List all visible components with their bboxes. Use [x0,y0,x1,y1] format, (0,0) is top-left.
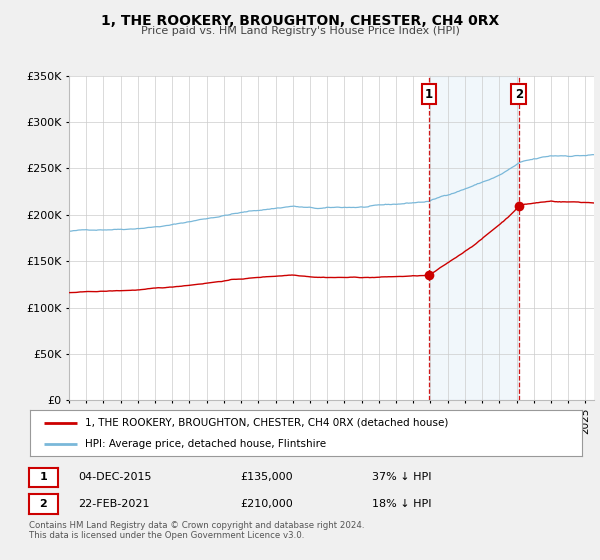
Text: 1, THE ROOKERY, BROUGHTON, CHESTER, CH4 0RX (detached house): 1, THE ROOKERY, BROUGHTON, CHESTER, CH4 … [85,418,449,428]
Text: HPI: Average price, detached house, Flintshire: HPI: Average price, detached house, Flin… [85,439,326,449]
Text: This data is licensed under the Open Government Licence v3.0.: This data is licensed under the Open Gov… [29,531,304,540]
Text: 37% ↓ HPI: 37% ↓ HPI [372,472,431,482]
Text: £135,000: £135,000 [240,472,293,482]
Text: 2: 2 [515,88,523,101]
Text: 22-FEB-2021: 22-FEB-2021 [78,499,149,509]
Bar [429,76,519,400]
Text: Price paid vs. HM Land Registry's House Price Index (HPI): Price paid vs. HM Land Registry's House … [140,26,460,36]
Text: 1: 1 [40,472,47,482]
Text: 04-DEC-2015: 04-DEC-2015 [78,472,151,482]
Text: 1, THE ROOKERY, BROUGHTON, CHESTER, CH4 0RX: 1, THE ROOKERY, BROUGHTON, CHESTER, CH4 … [101,14,499,28]
Text: Contains HM Land Registry data © Crown copyright and database right 2024.: Contains HM Land Registry data © Crown c… [29,521,364,530]
Text: 2: 2 [40,499,47,509]
Text: £210,000: £210,000 [240,499,293,509]
Text: 1: 1 [425,88,433,101]
Text: 18% ↓ HPI: 18% ↓ HPI [372,499,431,509]
